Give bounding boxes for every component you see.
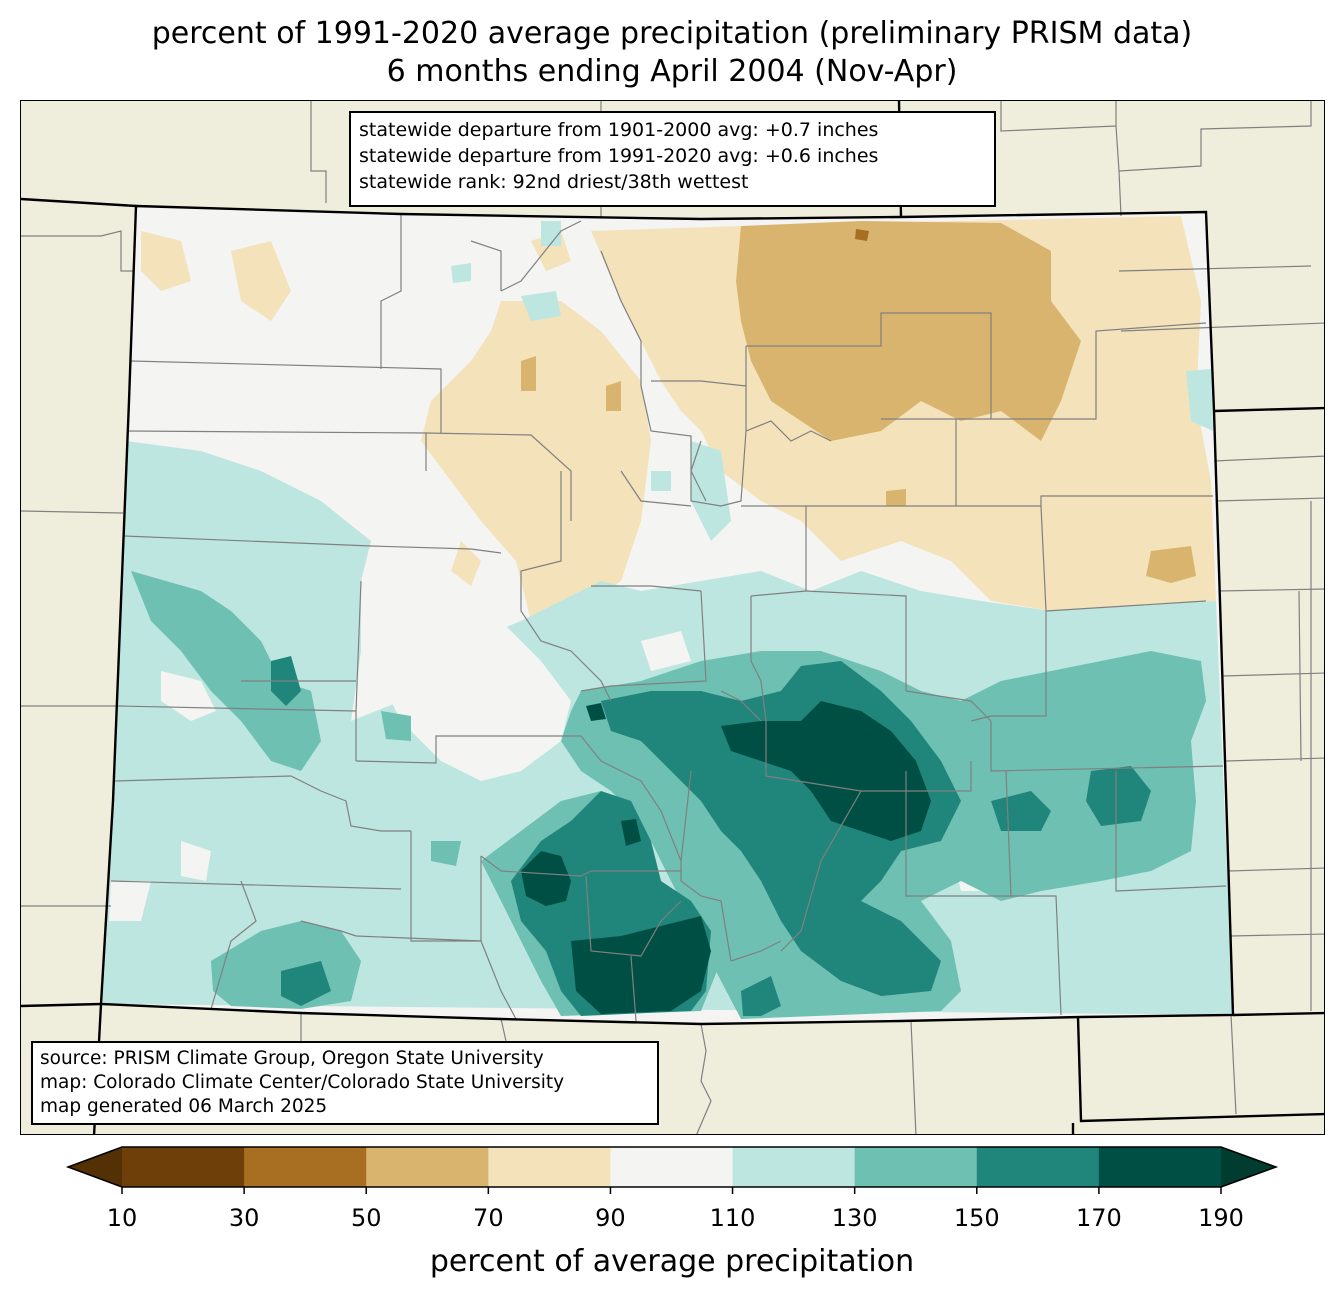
precipitation-map — [20, 100, 1325, 1135]
colorbar-tick-label: 30 — [228, 1204, 260, 1232]
source-line-map-credit: map: Colorado Climate Center/Colorado St… — [40, 1072, 565, 1093]
colorbar — [65, 1146, 1279, 1194]
colorbar-tick-label: 190 — [1198, 1204, 1244, 1232]
colorbar-segment — [1098, 1147, 1222, 1187]
county-boundaries — [110, 214, 1227, 1022]
source-line-prism: source: PRISM Climate Group, Oregon Stat… — [40, 1048, 544, 1069]
map-canvas — [21, 101, 1324, 1134]
colorbar-segment — [366, 1147, 489, 1187]
statewide-stats-box: statewide departure from 1901-2000 avg: … — [349, 111, 996, 207]
colorbar-tick-label: 50 — [350, 1204, 382, 1232]
precip-50-70-areas — [521, 221, 1196, 583]
colorbar-tick-label: 150 — [953, 1204, 1000, 1232]
stats-line-rank: statewide rank: 92nd driest/38th wettest — [359, 171, 749, 193]
colorbar-segment — [122, 1147, 245, 1187]
precip-170-190-areas — [521, 701, 931, 1014]
colorbar-tick-label: 110 — [709, 1204, 756, 1232]
colorbar-segment — [732, 1147, 856, 1187]
precip-30-50-spot — [855, 229, 869, 241]
colorbar-tick-label: 170 — [1075, 1204, 1122, 1232]
colorbar-segment — [976, 1147, 1100, 1187]
colorbar-segment — [610, 1147, 734, 1187]
colorbar-tick-label: 10 — [106, 1204, 138, 1232]
colorbar-tick-label: 70 — [473, 1204, 504, 1232]
colorbar-label: percent of average precipitation — [429, 1244, 915, 1279]
colorbar-under-arrow — [68, 1147, 122, 1187]
colorbar-segment — [244, 1147, 367, 1187]
colorbar-over-arrow — [1221, 1147, 1276, 1187]
neighbor-boundaries — [21, 101, 1324, 1134]
map-title-line1: percent of 1991-2020 average precipitati… — [151, 16, 1193, 51]
colorbar-segment — [488, 1147, 611, 1187]
source-line-generated: map generated 06 March 2025 — [40, 1096, 328, 1117]
colorbar-tick-label: 90 — [595, 1204, 626, 1232]
colorbar-segment — [854, 1147, 978, 1187]
source-credits-box: source: PRISM Climate Group, Oregon Stat… — [31, 1041, 659, 1125]
stats-line-departure-1991: statewide departure from 1991-2020 avg: … — [359, 145, 879, 167]
colorbar-tick-label: 130 — [831, 1204, 878, 1232]
stats-line-departure-1901: statewide departure from 1901-2000 avg: … — [359, 119, 879, 141]
map-title-line2: 6 months ending April 2004 (Nov-Apr) — [386, 54, 958, 89]
